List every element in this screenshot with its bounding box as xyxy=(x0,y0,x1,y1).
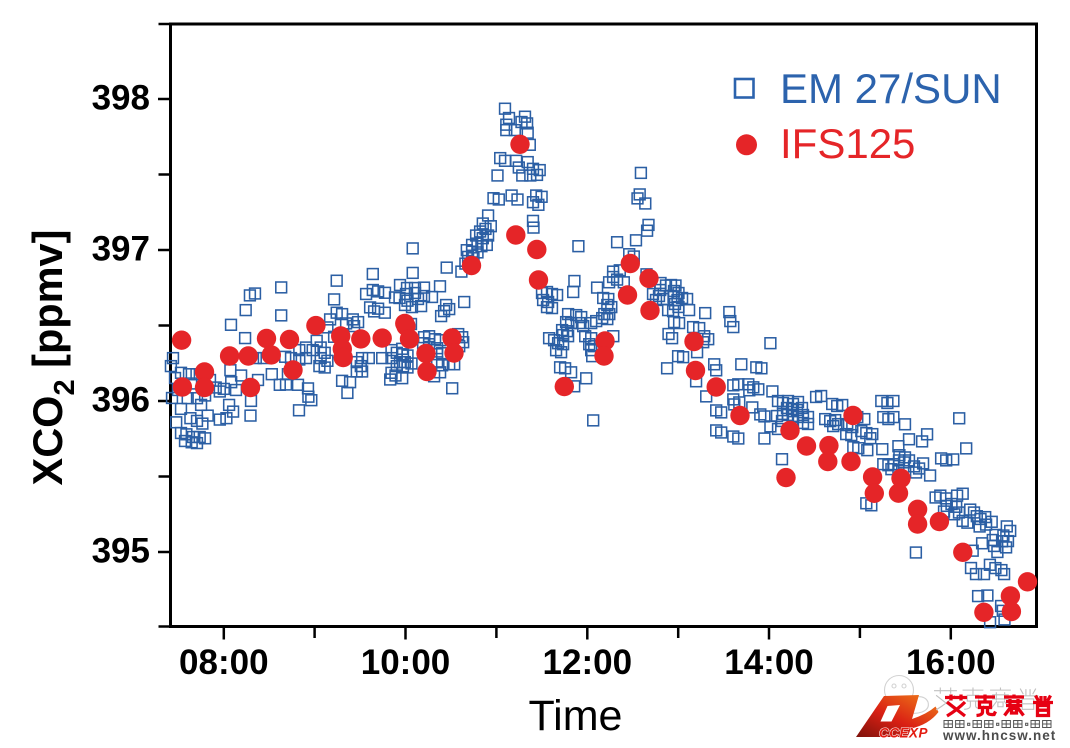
svg-text:EM 27/SUN: EM 27/SUN xyxy=(780,65,1002,112)
svg-text:396: 396 xyxy=(92,381,150,420)
svg-text:12:00: 12:00 xyxy=(543,643,633,682)
svg-text:14:00: 14:00 xyxy=(724,643,814,682)
svg-text:CCEXP: CCEXP xyxy=(879,726,929,741)
svg-text:397: 397 xyxy=(92,230,150,269)
svg-text:www.hncsw.net: www.hncsw.net xyxy=(942,728,1056,743)
svg-text:08:00: 08:00 xyxy=(179,643,269,682)
svg-text:398: 398 xyxy=(92,79,150,118)
svg-text:Time: Time xyxy=(529,692,623,740)
svg-text:IFS125: IFS125 xyxy=(780,120,915,167)
svg-text:395: 395 xyxy=(92,532,150,571)
svg-text:16:00: 16:00 xyxy=(906,643,996,682)
svg-text:10:00: 10:00 xyxy=(361,643,451,682)
